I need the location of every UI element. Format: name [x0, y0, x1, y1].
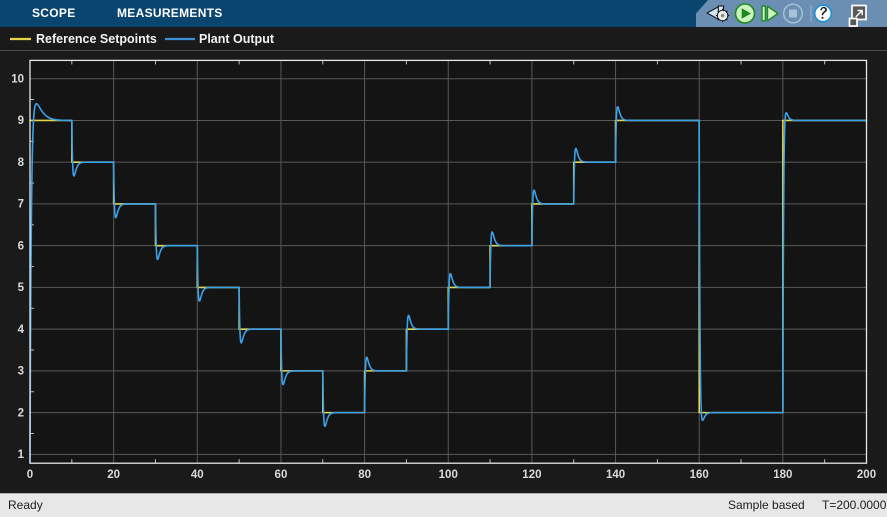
svg-text:180: 180: [773, 469, 792, 481]
svg-text:0: 0: [27, 469, 33, 481]
svg-text:8: 8: [18, 157, 25, 169]
svg-text:100: 100: [439, 469, 458, 481]
svg-text:140: 140: [606, 469, 625, 481]
svg-text:10: 10: [11, 74, 24, 86]
svg-text:80: 80: [358, 469, 371, 481]
svg-text:40: 40: [191, 469, 204, 481]
svg-text:6: 6: [18, 240, 24, 252]
svg-text:20: 20: [107, 469, 120, 481]
svg-text:5: 5: [18, 282, 25, 294]
svg-text:60: 60: [275, 469, 288, 481]
svg-text:120: 120: [522, 469, 541, 481]
svg-text:3: 3: [18, 366, 24, 378]
svg-text:7: 7: [18, 199, 24, 211]
svg-text:200: 200: [857, 469, 876, 481]
svg-text:9: 9: [18, 115, 24, 127]
svg-text:4: 4: [18, 324, 25, 336]
svg-text:160: 160: [690, 469, 709, 481]
svg-text:2: 2: [18, 407, 24, 419]
svg-text:1: 1: [18, 449, 25, 461]
